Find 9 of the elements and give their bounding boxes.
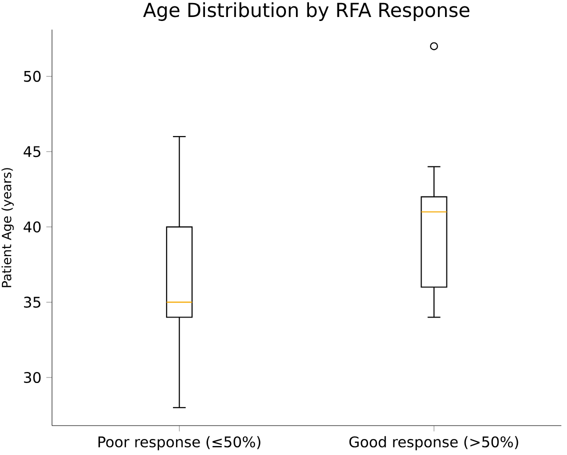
x-tick-label: Poor response (≤50%) [98, 436, 260, 450]
y-axis-title: Patient Age (years) [2, 168, 14, 288]
x-tick-label: Good response (>50%) [349, 436, 518, 450]
y-tick-label: 45 [24, 146, 40, 158]
y-tick-label: 40 [24, 221, 41, 232]
chart-title: Age Distribution by RFA Response [143, 2, 470, 21]
y-tick-label: 50 [24, 70, 41, 82]
y-tick-label: 30 [24, 372, 41, 384]
y-tick-label: 35 [24, 296, 40, 308]
